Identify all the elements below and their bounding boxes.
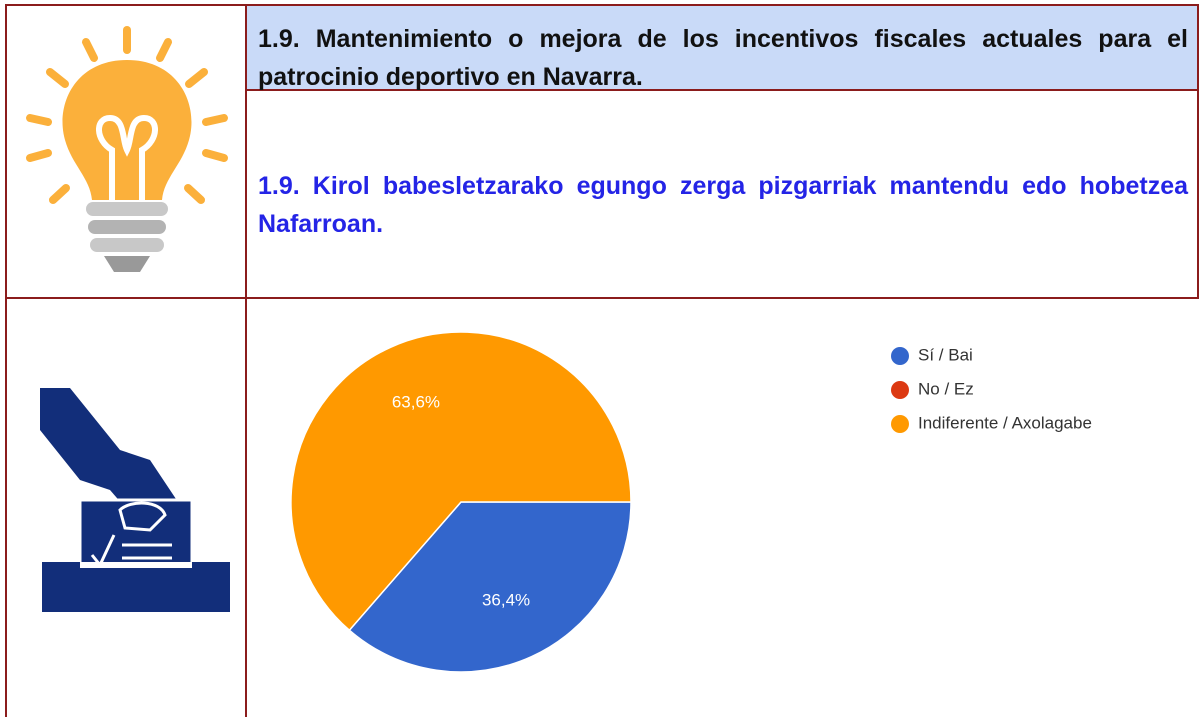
title-es: 1.9. Mantenimiento o mejora de los incen…	[258, 25, 1188, 91]
title-eu: 1.9. Kirol babesletzarako egungo zerga p…	[258, 172, 1188, 238]
data-label: 36,4%	[482, 591, 530, 610]
border	[5, 4, 7, 717]
legend-swatch	[891, 381, 909, 399]
legend-label: Indiferente / Axolagabe	[918, 413, 1092, 432]
border	[5, 297, 1199, 299]
data-label: 63,6%	[392, 392, 440, 411]
legend-swatch	[891, 415, 909, 433]
pie-slice	[290, 331, 632, 632]
border	[1197, 4, 1199, 299]
border	[5, 4, 1199, 6]
title-cell-bg	[247, 6, 1198, 90]
ballot-icon	[40, 388, 230, 612]
border	[245, 4, 247, 717]
legend-swatch	[891, 347, 909, 365]
legend-label: No / Ez	[918, 379, 974, 398]
legend-label: Sí / Bai	[918, 345, 973, 364]
border	[245, 89, 1199, 91]
lightbulb-icon	[26, 26, 228, 272]
pie-slice	[348, 501, 632, 673]
